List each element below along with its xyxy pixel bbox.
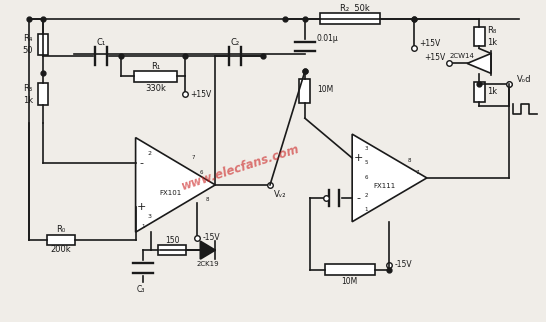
- Text: +15V: +15V: [419, 39, 441, 48]
- Polygon shape: [467, 53, 491, 73]
- Text: 2CK19: 2CK19: [197, 261, 219, 267]
- Text: 3: 3: [364, 146, 368, 151]
- Text: 1k: 1k: [23, 96, 33, 105]
- Text: R₈: R₈: [487, 26, 496, 35]
- Text: FX101: FX101: [159, 190, 182, 196]
- Bar: [134, 71, 177, 82]
- Text: C₁: C₁: [96, 38, 105, 47]
- Bar: [299, 79, 310, 103]
- Bar: [47, 235, 75, 245]
- Text: R₃: R₃: [23, 84, 33, 93]
- Polygon shape: [200, 241, 215, 259]
- Text: Vᵥ₂: Vᵥ₂: [274, 190, 287, 199]
- Text: 6: 6: [364, 175, 368, 180]
- Text: 7: 7: [192, 155, 195, 159]
- Text: 330k: 330k: [145, 84, 166, 93]
- Text: R₂  50k: R₂ 50k: [340, 4, 370, 13]
- Text: -15V: -15V: [203, 233, 220, 242]
- Text: +: +: [353, 153, 363, 163]
- Polygon shape: [135, 137, 215, 232]
- Bar: [320, 13, 379, 24]
- Text: 0.01μ: 0.01μ: [317, 34, 339, 43]
- Text: +: +: [137, 202, 146, 212]
- Text: 8: 8: [205, 197, 209, 202]
- Bar: [473, 82, 485, 102]
- Text: C₃: C₃: [136, 285, 145, 294]
- Text: -: -: [356, 193, 360, 203]
- Text: R₀: R₀: [56, 225, 66, 234]
- Text: -15V: -15V: [394, 260, 412, 269]
- Text: 6: 6: [199, 170, 203, 175]
- Text: 8: 8: [407, 157, 411, 163]
- Bar: [325, 264, 375, 275]
- Bar: [158, 245, 186, 255]
- Text: R₄: R₄: [23, 34, 33, 43]
- Text: 2: 2: [364, 193, 368, 198]
- Text: 2: 2: [147, 150, 152, 156]
- Text: 1: 1: [364, 207, 368, 212]
- Text: 2CW14: 2CW14: [449, 53, 474, 60]
- Text: 10M: 10M: [317, 85, 333, 94]
- Text: 7: 7: [415, 170, 419, 175]
- Text: -: -: [140, 158, 144, 168]
- Text: Vₒd: Vₒd: [517, 75, 531, 84]
- Text: +15V: +15V: [191, 90, 212, 99]
- Text: 200k: 200k: [51, 245, 71, 254]
- Text: 1k: 1k: [487, 87, 497, 96]
- Text: C₂: C₂: [230, 38, 240, 47]
- Bar: [38, 83, 49, 105]
- Text: +15V: +15V: [424, 53, 446, 62]
- Text: FX111: FX111: [373, 183, 396, 189]
- Text: 10M: 10M: [342, 277, 358, 286]
- Text: R₁: R₁: [151, 62, 160, 71]
- Text: www.elecfans.com: www.elecfans.com: [180, 142, 301, 193]
- Bar: [38, 33, 49, 55]
- Text: 1k: 1k: [487, 38, 497, 47]
- Polygon shape: [352, 134, 427, 222]
- Text: 50: 50: [23, 46, 33, 55]
- Text: 3: 3: [147, 214, 152, 219]
- Text: 150: 150: [165, 236, 180, 245]
- Text: 1: 1: [142, 224, 145, 229]
- Text: 5: 5: [364, 160, 368, 166]
- Bar: [473, 27, 485, 46]
